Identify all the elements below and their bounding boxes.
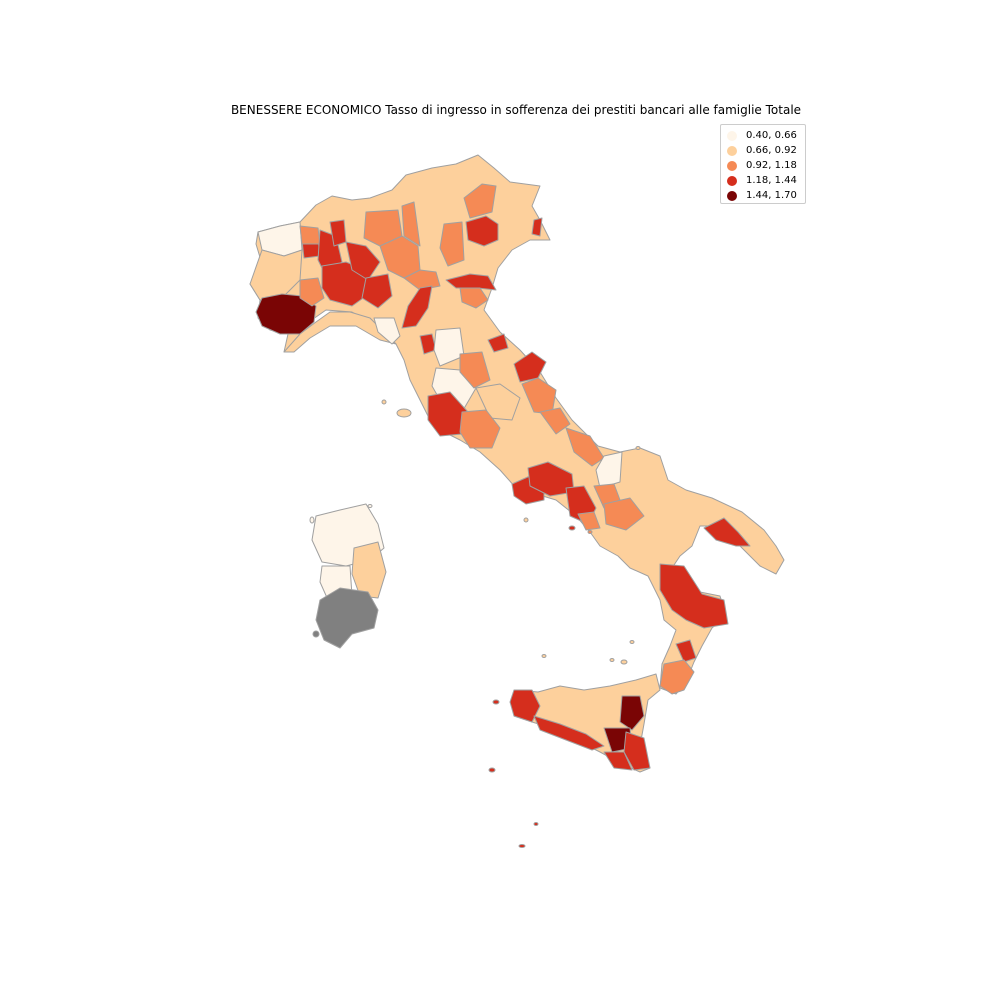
region-cosenza[interactable] xyxy=(659,563,729,629)
region-lucca-pisa[interactable] xyxy=(373,317,401,345)
island-egadi[interactable] xyxy=(492,699,500,705)
island-sant-antioco[interactable] xyxy=(312,630,320,638)
region-brescia[interactable] xyxy=(401,201,421,247)
legend-label: 0.66, 0.92 xyxy=(746,145,797,156)
island-sardinia xyxy=(311,503,387,649)
legend-swatch-circle-icon xyxy=(727,145,737,156)
legend-item: 1.44, 1.70 xyxy=(727,188,805,203)
legend-item: 0.92, 1.18 xyxy=(727,158,805,173)
region-ancona[interactable] xyxy=(513,351,547,383)
region-novara[interactable] xyxy=(299,225,321,245)
region-verona[interactable] xyxy=(463,183,497,219)
region-torino[interactable] xyxy=(255,293,317,335)
region-salerno-coast[interactable] xyxy=(577,511,601,531)
region-trapani[interactable] xyxy=(509,689,541,723)
region-asti-cluster[interactable] xyxy=(321,261,367,307)
legend-item: 0.66, 0.92 xyxy=(727,143,805,158)
legend-swatch-circle-icon xyxy=(727,190,737,201)
island-elba[interactable] xyxy=(396,408,412,418)
region-sardinia-south-missing[interactable] xyxy=(315,587,379,649)
island-eolie-2[interactable] xyxy=(620,659,628,665)
region-vibo[interactable] xyxy=(675,639,697,663)
region-viterbo[interactable] xyxy=(459,409,501,449)
island-ischia[interactable] xyxy=(568,525,576,531)
island-ponza[interactable] xyxy=(523,517,529,523)
region-parma-strip[interactable] xyxy=(401,285,433,329)
legend-label: 1.18, 1.44 xyxy=(746,175,797,186)
region-sardinia-east[interactable] xyxy=(351,541,387,599)
region-firenze[interactable] xyxy=(433,327,465,367)
region-lombardia-west[interactable] xyxy=(345,241,381,281)
region-rovigo-strip[interactable] xyxy=(445,273,497,291)
island-asinara[interactable] xyxy=(309,516,315,524)
island-ustica[interactable] xyxy=(541,654,547,658)
region-macerata[interactable] xyxy=(521,377,557,415)
island-sicily xyxy=(509,673,661,773)
region-piemonte-west[interactable] xyxy=(249,249,303,301)
legend-label: 0.92, 1.18 xyxy=(746,160,797,171)
legend-swatch-circle-icon xyxy=(727,160,737,171)
legend-swatch-circle-icon xyxy=(727,130,737,141)
island-giglio[interactable] xyxy=(381,399,387,405)
island-linosa[interactable] xyxy=(533,822,539,826)
region-messina[interactable] xyxy=(619,695,645,731)
region-siracusa[interactable] xyxy=(623,731,651,771)
region-ragusa[interactable] xyxy=(603,751,633,771)
region-ferrara[interactable] xyxy=(459,287,489,309)
region-arezzo-perugia[interactable] xyxy=(459,351,491,389)
legend-label: 1.44, 1.70 xyxy=(746,190,797,201)
legend: 0.40, 0.66 0.66, 0.92 0.92, 1.18 1.18, 1… xyxy=(720,124,806,204)
legend-item: 1.18, 1.44 xyxy=(727,173,805,188)
island-lampedusa[interactable] xyxy=(518,844,526,848)
region-lodi[interactable] xyxy=(403,269,441,291)
region-taranto-brindisi[interactable] xyxy=(703,517,751,547)
region-reggio-calabria[interactable] xyxy=(659,659,695,695)
region-rimini[interactable] xyxy=(487,333,509,353)
island-tremiti[interactable] xyxy=(635,446,641,450)
regions-south xyxy=(511,461,751,695)
region-alessandria[interactable] xyxy=(299,277,325,307)
legend-label: 0.40, 0.66 xyxy=(746,130,797,141)
region-trento[interactable] xyxy=(439,221,465,267)
island-pantelleria[interactable] xyxy=(488,767,496,773)
region-salerno[interactable] xyxy=(603,497,645,531)
map-title: BENESSERE ECONOMICO Tasso di ingresso in… xyxy=(230,103,802,117)
region-trieste[interactable] xyxy=(531,217,543,237)
small-islands xyxy=(309,399,641,848)
island-eolie-1[interactable] xyxy=(609,658,615,662)
island-eolie-3[interactable] xyxy=(629,640,635,644)
legend-swatch-circle-icon xyxy=(727,175,737,186)
island-capri[interactable] xyxy=(587,530,593,534)
legend-item: 0.40, 0.66 xyxy=(727,128,805,143)
island-la-maddalena[interactable] xyxy=(367,504,373,508)
region-agrigento-coast[interactable] xyxy=(533,715,605,751)
regions-central xyxy=(373,317,623,489)
region-treviso[interactable] xyxy=(465,215,499,247)
region-abruzzo[interactable] xyxy=(565,427,605,467)
region-cuneo-liguria[interactable] xyxy=(283,311,397,353)
regions-north xyxy=(249,183,543,353)
region-chieti[interactable] xyxy=(539,407,571,435)
region-pavia[interactable] xyxy=(361,273,393,309)
